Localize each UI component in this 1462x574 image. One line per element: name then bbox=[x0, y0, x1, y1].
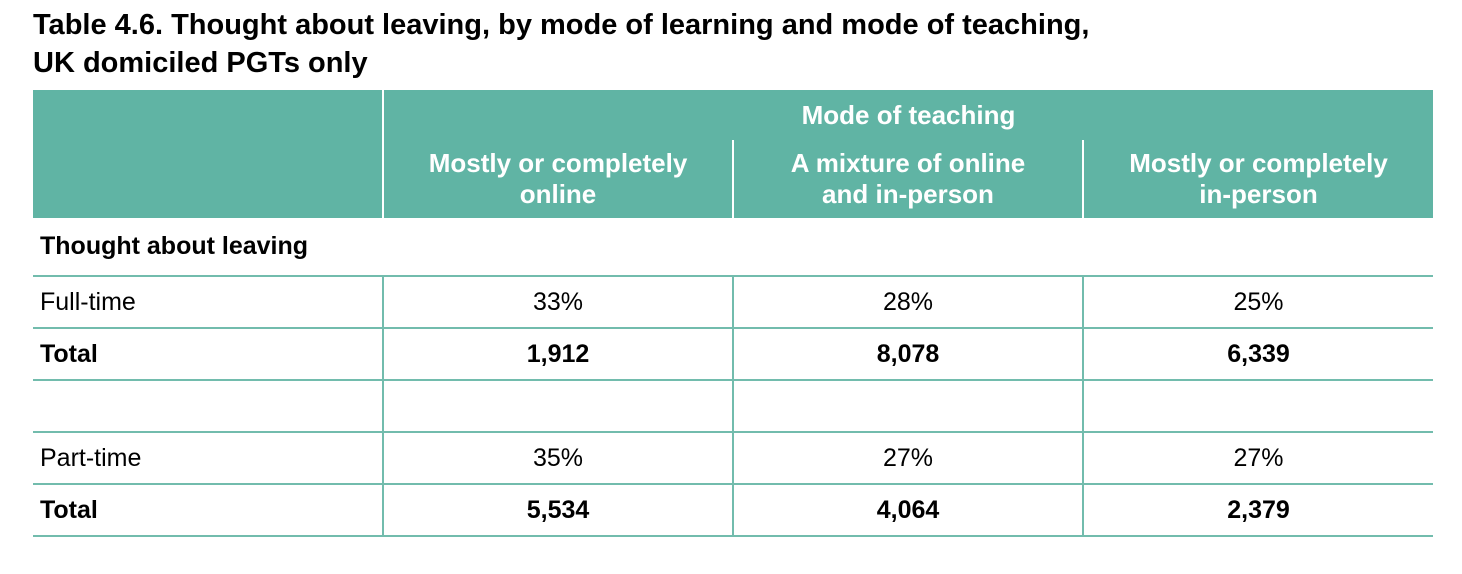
cell-value: 27% bbox=[732, 432, 1083, 485]
mode-of-teaching-header: Mode of teaching bbox=[383, 90, 1433, 140]
cell-value bbox=[382, 380, 733, 433]
report-page: Table 4.6. Thought about leaving, by mod… bbox=[33, 9, 1433, 537]
table-body: Thought about leaving Full-time 33% 28% … bbox=[33, 218, 1433, 537]
spacer-row bbox=[33, 380, 1433, 433]
table-row-part-time: Part-time 35% 27% 27% bbox=[33, 432, 1433, 485]
cell-value: 5,534 bbox=[382, 484, 733, 537]
table-title: Table 4.6. Thought about leaving, by mod… bbox=[33, 9, 1090, 79]
table-header: Mode of teaching Mostly or completely on… bbox=[33, 90, 1433, 218]
cell-value: 33% bbox=[382, 276, 733, 329]
cell-value bbox=[732, 380, 1083, 433]
cell-value: 28% bbox=[732, 276, 1083, 329]
cell-value: 27% bbox=[1082, 432, 1433, 485]
section-header-row: Thought about leaving bbox=[33, 218, 1433, 277]
cell-value: 35% bbox=[382, 432, 733, 485]
table-row-part-time-total: Total 5,534 4,064 2,379 bbox=[33, 484, 1433, 537]
cell-value: 4,064 bbox=[732, 484, 1083, 537]
mode-of-teaching-table: Mode of teaching Mostly or completely on… bbox=[33, 90, 1433, 537]
cell-value bbox=[1082, 380, 1433, 433]
row-label: Total bbox=[33, 484, 383, 537]
column-header-mostly-in-person: Mostly or completely in-person bbox=[1082, 140, 1433, 218]
cell-value: 1,912 bbox=[382, 328, 733, 381]
table-row-full-time-total: Total 1,912 8,078 6,339 bbox=[33, 328, 1433, 381]
row-label bbox=[33, 380, 383, 433]
cell-value: 6,339 bbox=[1082, 328, 1433, 381]
column-header-mixture: A mixture of online and in-person bbox=[732, 140, 1083, 218]
section-header-label: Thought about leaving bbox=[33, 218, 1433, 277]
table-row-full-time: Full-time 33% 28% 25% bbox=[33, 276, 1433, 329]
cell-value: 25% bbox=[1082, 276, 1433, 329]
cell-value: 2,379 bbox=[1082, 484, 1433, 537]
row-label: Full-time bbox=[33, 276, 383, 329]
row-label: Part-time bbox=[33, 432, 383, 485]
corner-cell bbox=[33, 90, 384, 218]
column-header-mostly-online: Mostly or completely online bbox=[383, 140, 733, 218]
cell-value: 8,078 bbox=[732, 328, 1083, 381]
row-label: Total bbox=[33, 328, 383, 381]
spanning-header-row: Mode of teaching bbox=[33, 90, 1433, 218]
column-header-row: Mostly or completely online A mixture of… bbox=[33, 140, 1433, 218]
